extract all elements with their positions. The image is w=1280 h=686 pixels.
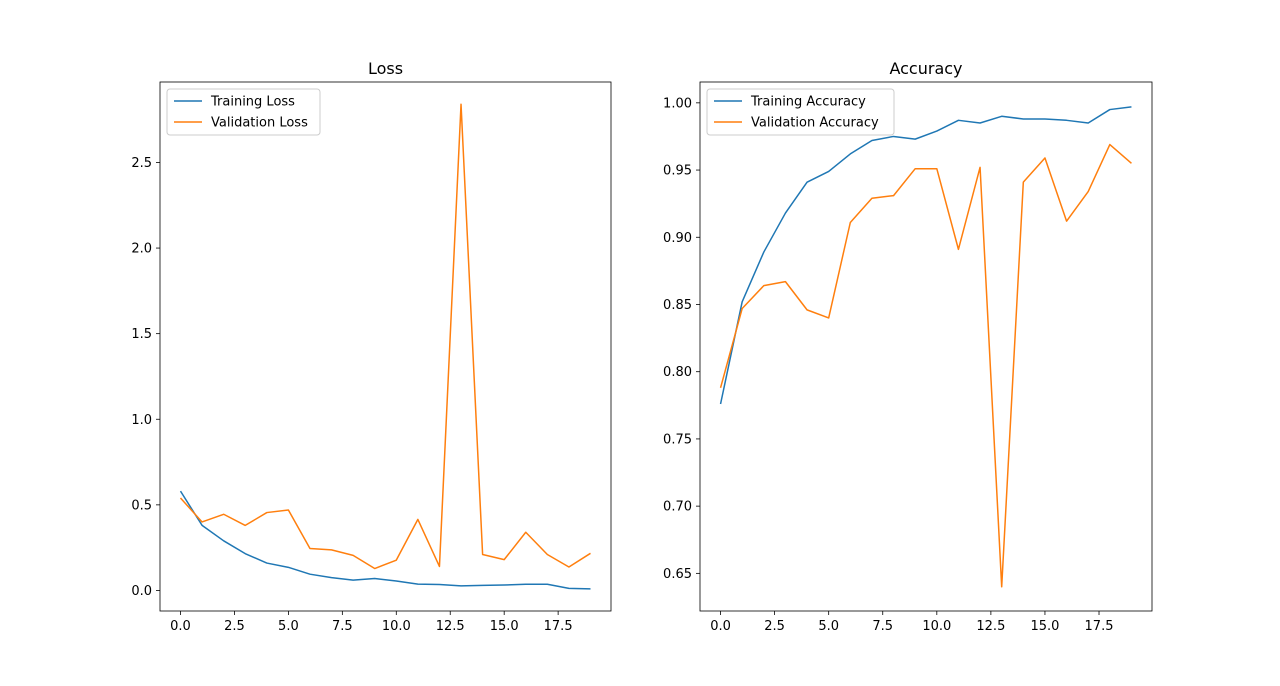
y-tick-label: 0.75 — [663, 432, 692, 447]
x-tick-label: 15.0 — [490, 619, 519, 634]
x-tick-label: 7.5 — [332, 619, 353, 634]
legend-label: Training Accuracy — [750, 95, 866, 110]
y-tick-label: 0.95 — [663, 164, 692, 179]
x-tick-label: 5.0 — [818, 619, 839, 634]
chart-1: Accuracy 0.0 2.5 5.0 7.5 10.0 12.5 15.0 17.5 0.65… — [663, 59, 1153, 634]
y-tick-label: 1.00 — [663, 96, 692, 111]
x-tick-label: 17.5 — [1085, 619, 1114, 634]
y-tick-label: 0.80 — [663, 365, 692, 380]
x-tick-label: 10.0 — [382, 619, 411, 634]
y-tick-label: 1.0 — [131, 413, 152, 428]
x-tick-label: 7.5 — [872, 619, 893, 634]
series-line-0 — [719, 106, 1132, 405]
chart-title: Accuracy — [889, 59, 962, 78]
y-tick-label: 0.70 — [663, 500, 692, 515]
plot-frame — [159, 81, 612, 612]
series-line-1 — [179, 103, 591, 570]
y-tick-label: 0.5 — [131, 498, 152, 513]
chart-0: Loss 0.0 2.5 5.0 7.5 10.0 12.5 15.0 17.5 0.0 0.5 1.… — [131, 59, 612, 634]
y-tick-label: 2.5 — [131, 156, 152, 171]
legend: Training Accuracy Validation Accuracy — [706, 88, 895, 136]
y-tick-label: 1.5 — [131, 327, 152, 342]
y-tick-label: 0.85 — [663, 298, 692, 313]
legend-label: Validation Accuracy — [751, 116, 879, 131]
legend-label: Training Loss — [210, 95, 295, 110]
x-tick-label: 17.5 — [544, 619, 573, 634]
plot-frame — [699, 81, 1153, 612]
x-tick-label: 2.5 — [224, 619, 245, 634]
x-tick-label: 0.0 — [170, 619, 191, 634]
series-line-1 — [719, 143, 1132, 588]
y-tick-label: 0.0 — [131, 584, 152, 599]
legend-box — [706, 88, 895, 136]
x-tick-label: 5.0 — [278, 619, 299, 634]
x-tick-label: 0.0 — [710, 619, 731, 634]
x-tick-label: 15.0 — [1030, 619, 1059, 634]
legend-label: Validation Loss — [211, 116, 308, 131]
chart-title: Loss — [368, 59, 403, 78]
x-tick-label: 12.5 — [976, 619, 1005, 634]
series-line-0 — [179, 490, 591, 590]
x-tick-label: 10.0 — [922, 619, 951, 634]
y-tick-label: 0.90 — [663, 231, 692, 246]
legend: Training Loss Validation Loss — [166, 88, 321, 136]
y-tick-label: 0.65 — [663, 567, 692, 582]
x-tick-label: 12.5 — [436, 619, 465, 634]
legend-box — [166, 88, 321, 136]
y-tick-label: 2.0 — [131, 242, 152, 257]
x-tick-label: 2.5 — [764, 619, 785, 634]
